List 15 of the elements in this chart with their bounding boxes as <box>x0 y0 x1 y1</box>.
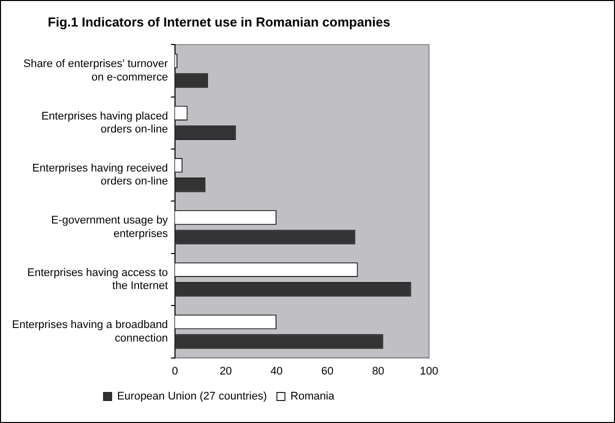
x-tick-label: 40 <box>270 365 283 378</box>
x-tick-label: 0 <box>172 365 178 378</box>
y-tick-label: Enterprises having placed orders on-line <box>41 110 168 136</box>
chart-title: Fig.1 Indicators of Internet use in Romanian companies <box>48 14 390 30</box>
y-tick-label: Enterprises having a broadband connection <box>12 319 168 344</box>
legend-label: Romania <box>290 390 336 403</box>
x-tick-label: 80 <box>372 365 384 378</box>
legend-label: European Union (27 countries) <box>117 390 267 403</box>
x-tick-label: 60 <box>321 365 334 378</box>
y-tick-label: Share of enterprises' turnover on e-commerce <box>23 58 168 84</box>
y-tick-label: E-government usage by enterprises <box>51 214 168 240</box>
y-tick-label: Enterprises having received orders on-line <box>32 162 168 188</box>
x-tick-label: 20 <box>220 365 232 378</box>
y-tick-label: Enterprises having access to the Internet <box>27 266 168 292</box>
x-tick-label: 100 <box>420 365 438 378</box>
